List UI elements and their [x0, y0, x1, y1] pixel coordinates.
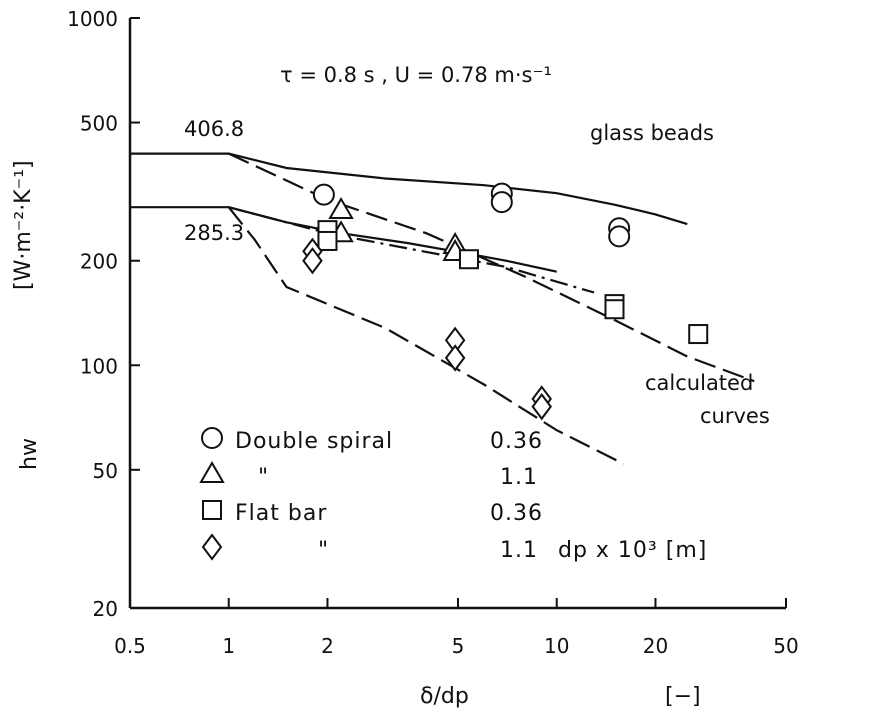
diamond-marker — [302, 247, 323, 275]
legend-square-icon — [202, 500, 222, 520]
legend-name-3: " — [318, 538, 329, 563]
circle-marker — [608, 225, 631, 248]
legend-circle-icon — [201, 427, 223, 449]
y-tick-label: 20 — [93, 597, 118, 621]
legend-value-3: 1.1 — [500, 538, 538, 563]
legend-value-header: dp x 10³ [m] — [558, 538, 707, 563]
legend-value-1: 1.1 — [500, 465, 538, 490]
square-marker — [317, 230, 338, 251]
y-tick-label: 100 — [80, 354, 118, 378]
diamond-marker — [444, 344, 466, 372]
x-tick-label: 2 — [321, 634, 334, 658]
material-label: glass beads — [590, 121, 714, 145]
legend-name-1: " — [258, 465, 269, 490]
square-marker — [688, 324, 709, 345]
square-marker — [458, 249, 479, 270]
x-tick-label: 10 — [544, 634, 569, 658]
x-tick-label: 1 — [222, 634, 235, 658]
curve-label-line2: curves — [700, 404, 770, 428]
calculated-curve-solid — [130, 152, 688, 226]
x-tick-label: 20 — [643, 634, 668, 658]
plot-frame — [128, 17, 787, 610]
y-tick-label: 200 — [80, 250, 118, 274]
legend-name-0: Double spiral — [235, 429, 393, 454]
x-tick-label: 0.5 — [114, 634, 146, 658]
y-tick-labels: 20 50 100 200 500 1000 — [67, 7, 118, 621]
x-tick-label: 5 — [452, 634, 465, 658]
legend-name-2: Flat bar — [235, 501, 327, 526]
level-label-upper: 406.8 — [184, 117, 244, 141]
legend: Double spiral 0.36 " 1.1 Flat bar 0.36 "… — [199, 427, 707, 563]
y-tick-label: 1000 — [67, 7, 118, 31]
y-tick-label: 500 — [80, 112, 118, 136]
circle-marker — [312, 183, 335, 206]
legend-value-0: 0.36 — [490, 429, 543, 454]
circle-marker — [490, 191, 513, 214]
legend-diamond-icon — [201, 533, 223, 561]
legend-value-2: 0.36 — [490, 501, 543, 526]
calculated-curve-dashdot — [228, 206, 595, 294]
x-tick-label: 50 — [773, 634, 798, 658]
triangle-marker — [328, 196, 354, 219]
level-label-lower: 285.3 — [184, 221, 244, 245]
curve-label-line1: calculated — [645, 371, 753, 395]
y-axis-unit: [W·m⁻²·K⁻¹] — [11, 160, 36, 290]
legend-triangle-icon — [199, 461, 225, 483]
data-markers — [302, 182, 709, 421]
x-axis-label: δ/dp — [420, 684, 469, 709]
calculated-curves — [130, 152, 755, 465]
conditions-label: τ = 0.8 s , U = 0.78 m·s⁻¹ — [280, 63, 552, 87]
x-axis-unit: [−] — [665, 684, 701, 709]
calculated-curve-longdash — [227, 206, 625, 465]
y-tick-label: 50 — [93, 459, 118, 483]
square-marker — [604, 299, 625, 320]
x-tick-labels: 0.5 1 2 5 10 20 50 — [114, 634, 799, 658]
y-axis-label: hw — [17, 438, 42, 470]
diamond-marker — [531, 392, 552, 421]
